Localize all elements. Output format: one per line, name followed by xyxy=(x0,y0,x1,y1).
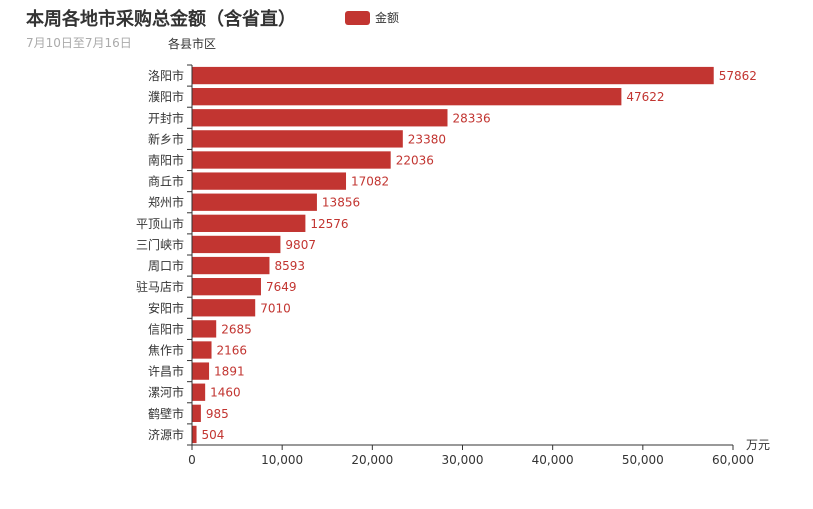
bar-2[interactable] xyxy=(192,109,448,127)
legend[interactable]: 金额 xyxy=(345,9,399,26)
bar-16[interactable] xyxy=(192,404,201,422)
axes-layer: 洛阳市濮阳市开封市新乡市南阳市商丘市郑州市平顶山市三门峡市周口市驻马店市安阳市信… xyxy=(136,64,754,467)
bar-1[interactable] xyxy=(192,88,622,106)
data-label-6: 13856 xyxy=(322,196,360,210)
data-label-0: 57862 xyxy=(719,69,757,83)
x-axis-title: 万元 xyxy=(746,438,770,452)
bar-8[interactable] xyxy=(192,235,281,254)
y-tick-label-6: 郑州市 xyxy=(148,195,184,210)
y-tick-label-9: 周口市 xyxy=(148,258,184,273)
y-tick-label-1: 濮阳市 xyxy=(148,89,184,104)
bar-15[interactable] xyxy=(192,383,206,401)
legend-swatch-amount[interactable] xyxy=(345,10,370,25)
data-label-16: 985 xyxy=(206,407,229,421)
y-axis-title: 各县市区 xyxy=(168,36,216,51)
data-label-9: 8593 xyxy=(274,259,305,273)
data-label-17: 504 xyxy=(202,428,225,442)
bar-5[interactable] xyxy=(192,172,347,190)
data-label-11: 7010 xyxy=(260,301,291,315)
bar-4[interactable] xyxy=(192,151,391,169)
data-label-8: 9807 xyxy=(285,238,316,252)
x-tick-label-2: 20,000 xyxy=(351,453,393,467)
legend-label-amount[interactable]: 金额 xyxy=(375,11,400,25)
data-label-12: 2685 xyxy=(221,322,252,336)
y-tick-label-10: 驻马店市 xyxy=(136,279,184,294)
bar-3[interactable] xyxy=(192,130,403,148)
data-label-13: 2166 xyxy=(217,344,248,358)
y-tick-label-13: 焦作市 xyxy=(148,343,184,358)
bar-11[interactable] xyxy=(192,299,256,317)
y-tick-label-16: 鹤壁市 xyxy=(148,406,184,421)
data-label-10: 7649 xyxy=(266,280,297,294)
bar-14[interactable] xyxy=(192,362,210,380)
chart-subtitle: 7月10日至7月16日 xyxy=(26,36,132,50)
data-label-15: 1460 xyxy=(210,386,241,400)
bar-10[interactable] xyxy=(192,278,261,296)
data-label-3: 23380 xyxy=(408,132,446,146)
x-tick-label-3: 30,000 xyxy=(442,453,484,467)
data-label-1: 47622 xyxy=(626,90,664,104)
data-label-7: 12576 xyxy=(310,217,348,231)
y-tick-label-2: 开封市 xyxy=(148,110,184,125)
bars-layer: 57862 47622 28336 23380 22036 17082 13856 12576… xyxy=(192,66,757,444)
y-tick-label-8: 三门峡市 xyxy=(136,237,184,252)
y-tick-label-14: 许昌市 xyxy=(148,364,184,379)
bar-9[interactable] xyxy=(192,256,270,275)
y-tick-label-5: 商丘市 xyxy=(148,174,184,189)
x-tick-label-1: 10,000 xyxy=(261,453,303,467)
y-tick-label-4: 南阳市 xyxy=(148,153,184,168)
bar-17[interactable] xyxy=(192,425,197,444)
y-tick-label-7: 平顶山市 xyxy=(136,216,184,231)
y-tick-label-3: 新乡市 xyxy=(148,131,184,146)
data-label-5: 17082 xyxy=(351,175,389,189)
data-label-4: 22036 xyxy=(396,154,434,168)
y-tick-label-15: 漯河市 xyxy=(148,385,184,400)
y-tick-label-11: 安阳市 xyxy=(148,300,184,315)
bar-7[interactable] xyxy=(192,214,306,232)
x-tick-label-6: 60,000 xyxy=(712,453,754,467)
y-tick-label-0: 洛阳市 xyxy=(148,68,184,83)
bar-0[interactable] xyxy=(192,66,714,85)
data-label-14: 1891 xyxy=(214,365,245,379)
y-tick-label-17: 济源市 xyxy=(148,427,184,442)
chart-title: 本周各地市采购总金额（含省直） xyxy=(26,9,296,30)
x-tick-label-0: 0 xyxy=(188,453,196,467)
bar-6[interactable] xyxy=(192,193,317,211)
data-label-2: 28336 xyxy=(452,111,490,125)
y-tick-label-12: 信阳市 xyxy=(148,321,184,336)
bar-12[interactable] xyxy=(192,320,217,338)
bar-13[interactable] xyxy=(192,341,212,359)
x-tick-label-4: 40,000 xyxy=(532,453,574,467)
x-tick-label-5: 50,000 xyxy=(622,453,664,467)
